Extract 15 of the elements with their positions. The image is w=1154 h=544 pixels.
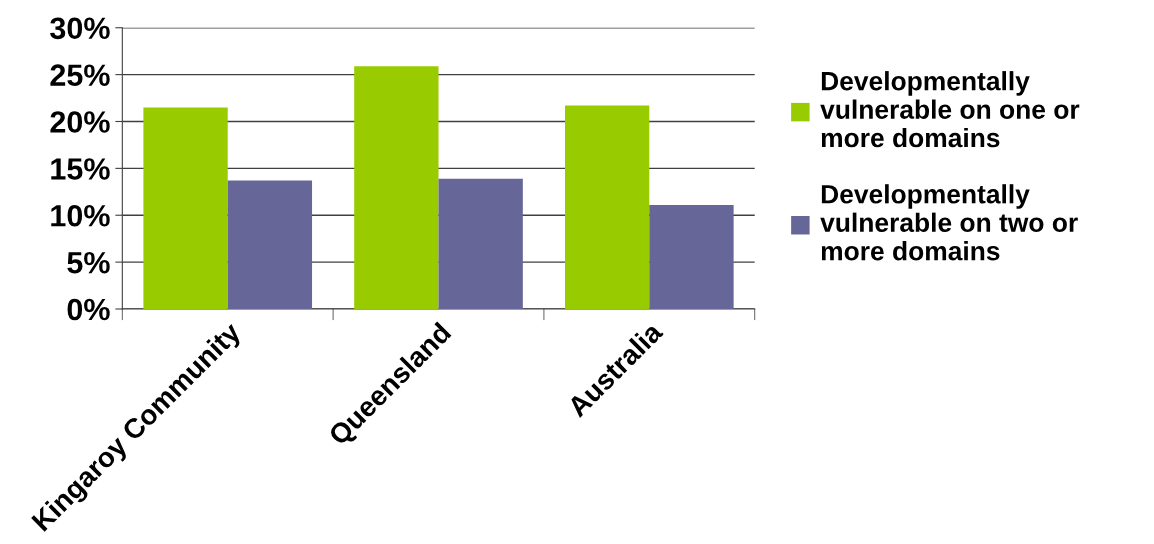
y-tick-label: 0%: [67, 298, 110, 321]
y-tick-label: 10%: [51, 204, 110, 227]
bar: [565, 105, 650, 309]
bar: [227, 180, 313, 309]
legend-label: Developmentally vulnerable on two or more domains: [820, 184, 1078, 261]
y-tick-label: 30%: [50, 17, 110, 40]
bar: [438, 178, 523, 309]
bar: [649, 204, 734, 309]
y-tick-label: 5%: [67, 251, 110, 274]
bar: [354, 66, 439, 309]
bar: [143, 107, 228, 309]
y-tick-label: 20%: [50, 111, 110, 133]
legend-label: Developmentally vulnerable on one or more domains: [820, 71, 1080, 148]
y-tick-label: 25%: [50, 64, 110, 86]
y-tick-label: 15%: [51, 158, 110, 180]
